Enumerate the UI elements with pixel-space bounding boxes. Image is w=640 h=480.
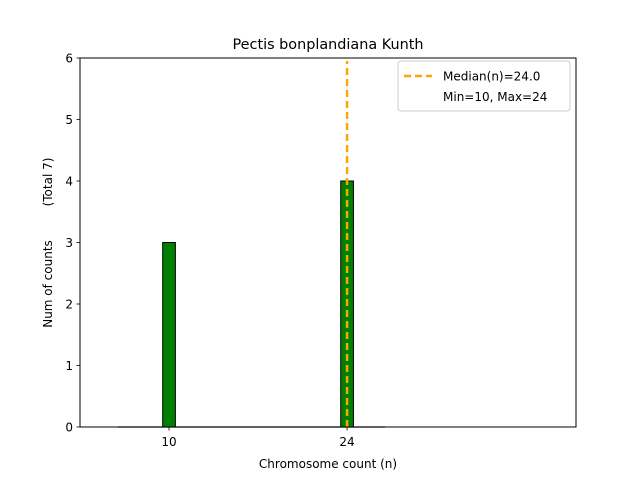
- legend-entry-min-max: Min=10, Max=24: [443, 90, 547, 104]
- legend-frame: [397, 60, 571, 112]
- axes-frame: [79, 57, 577, 428]
- y-axis-total-label: (Total 7): [41, 158, 55, 207]
- legend: Median(n)=24.0 Min=10, Max=24: [397, 60, 571, 112]
- x-axis-label: Chromosome count (n): [259, 457, 397, 471]
- ticks-layer: 0 1 2 3 4 5 6 10 24: [65, 51, 354, 449]
- plot-layer: [118, 61, 386, 428]
- histogram-bar-10: [162, 242, 176, 428]
- x-tick-label: 10: [161, 435, 176, 449]
- legend-entry-median: Median(n)=24.0: [443, 70, 540, 84]
- x-tick-label: 24: [339, 435, 354, 449]
- y-tick-label: 0: [65, 420, 73, 434]
- chart-title: Pectis bonplandiana Kunth: [233, 37, 424, 53]
- y-axis-label: Num of counts: [41, 240, 55, 328]
- y-tick-label: 5: [65, 113, 73, 127]
- y-tick-label: 3: [65, 236, 73, 250]
- y-tick-label: 2: [65, 297, 73, 311]
- y-tick-label: 4: [65, 174, 73, 188]
- y-tick-label: 1: [65, 359, 73, 373]
- y-tick-label: 6: [65, 51, 73, 65]
